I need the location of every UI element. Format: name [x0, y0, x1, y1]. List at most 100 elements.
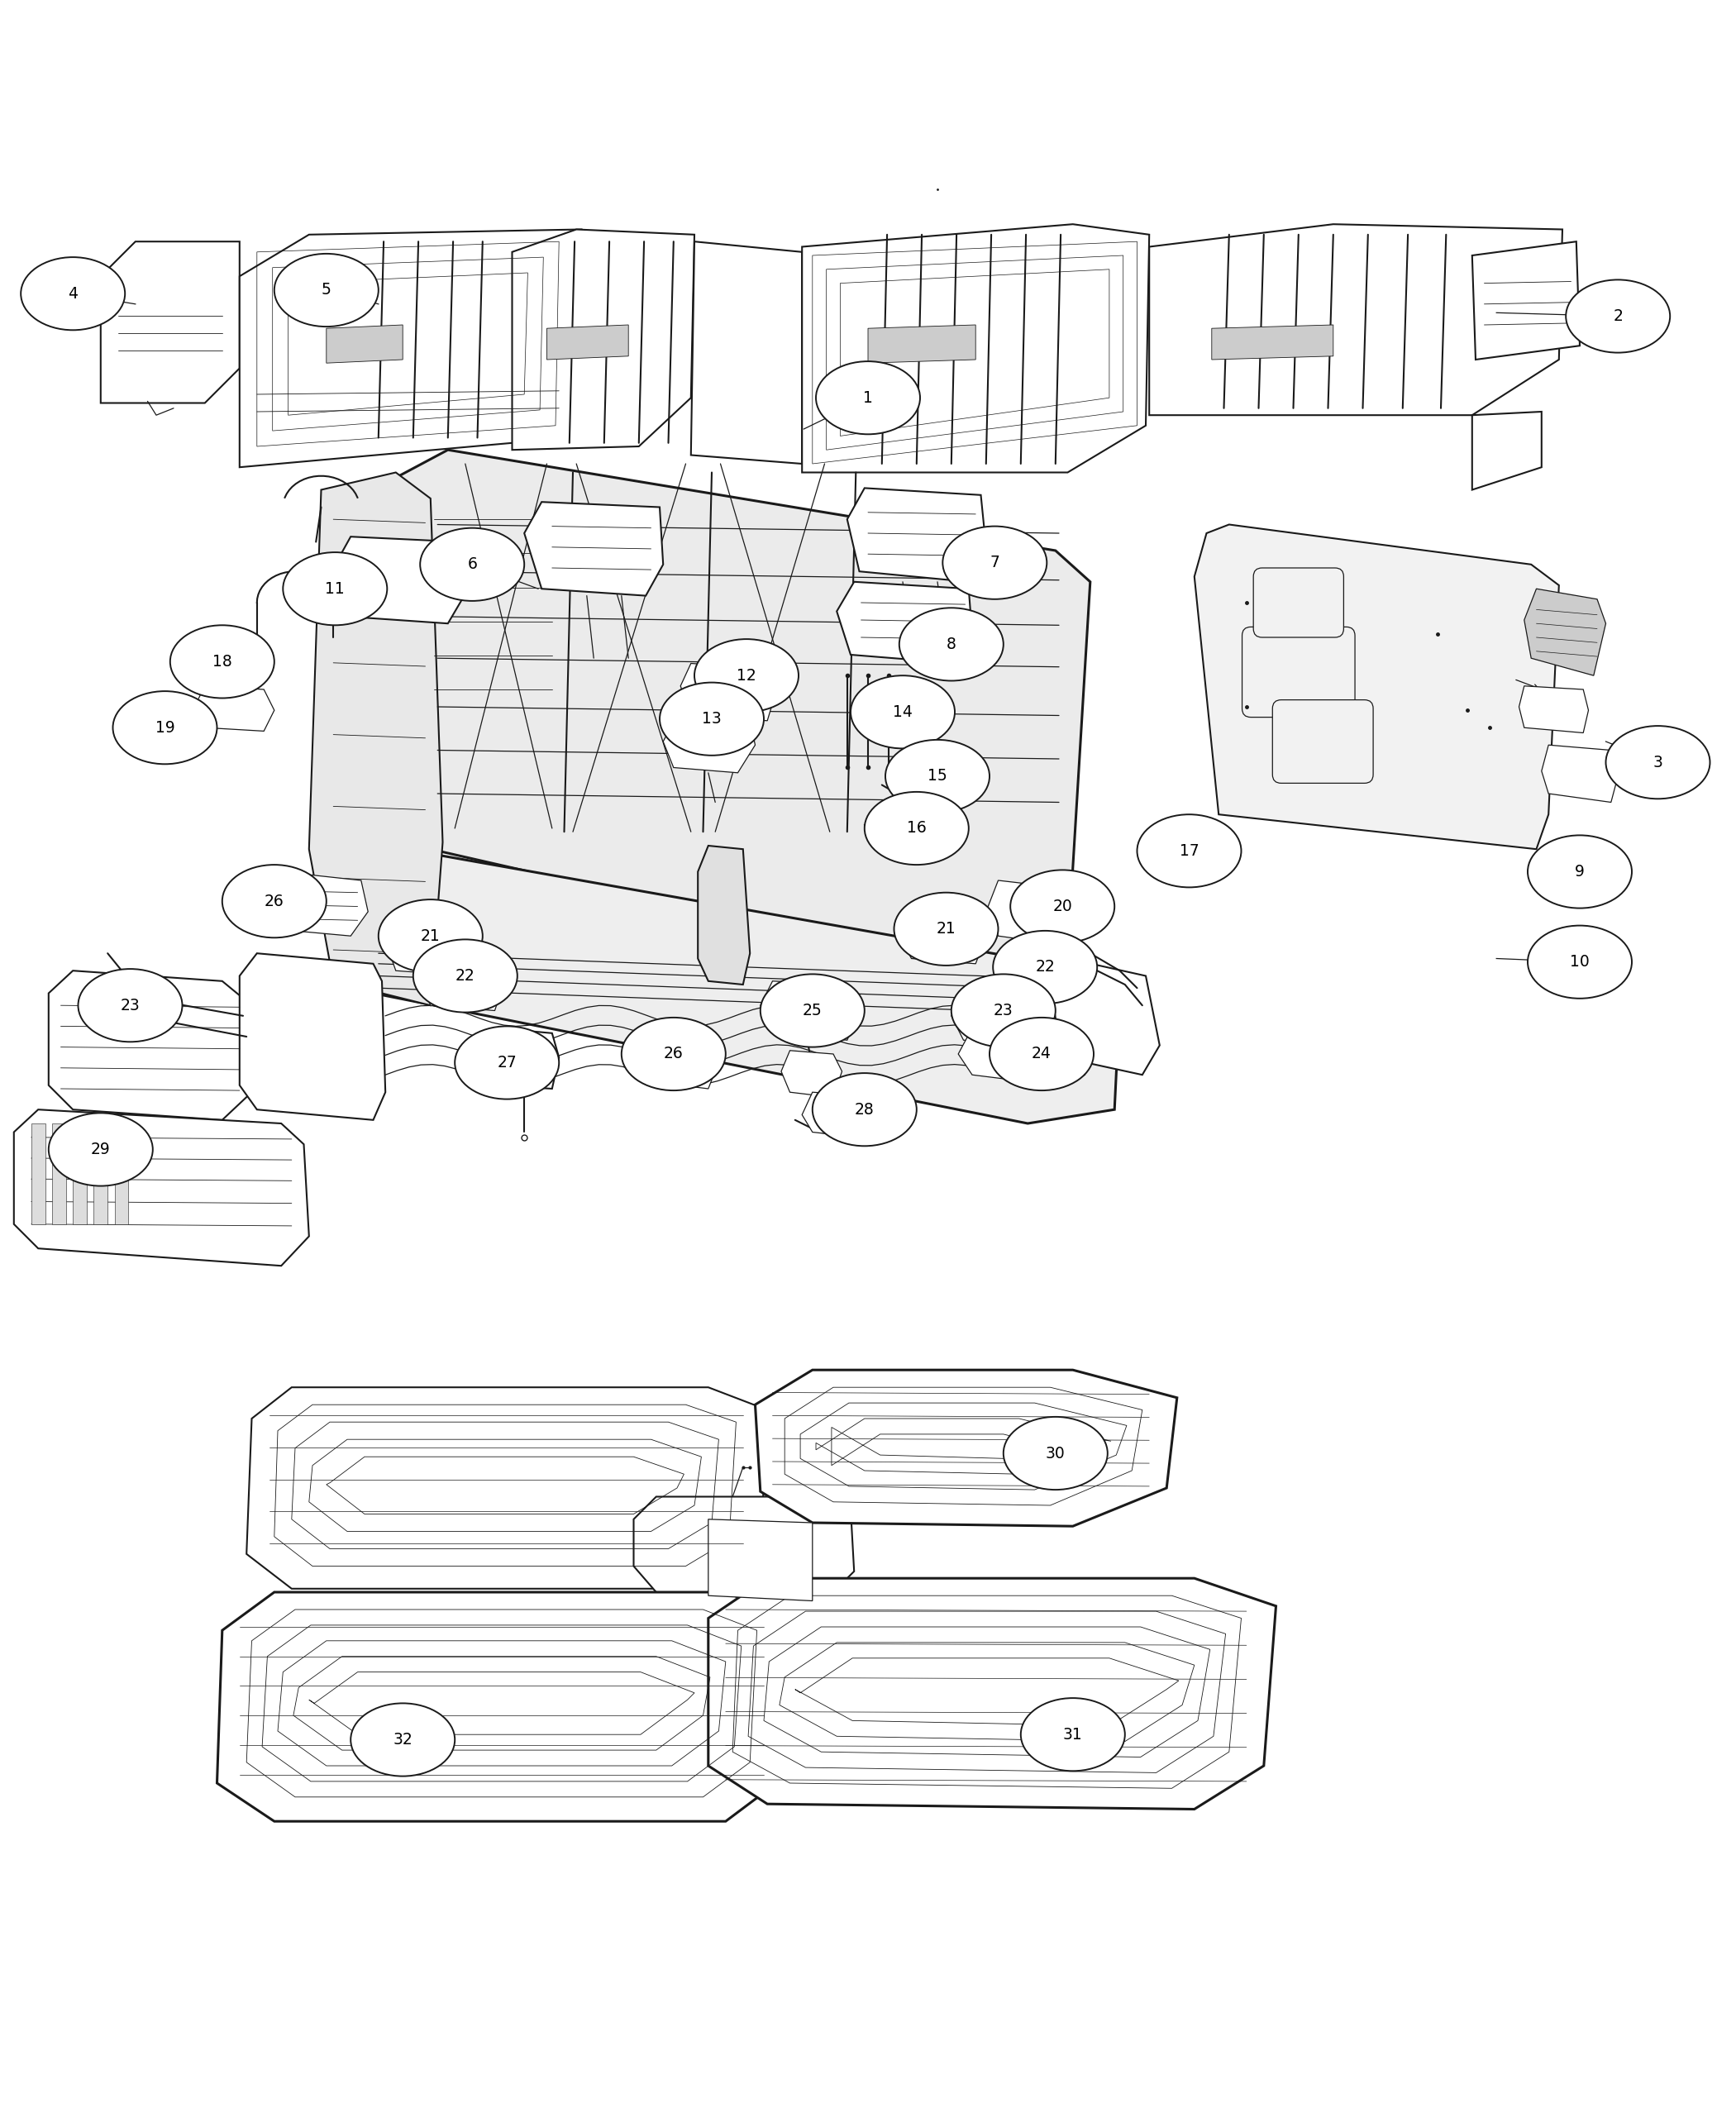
Ellipse shape — [283, 552, 387, 626]
Polygon shape — [760, 980, 859, 1039]
FancyBboxPatch shape — [1243, 626, 1354, 717]
Ellipse shape — [455, 1027, 559, 1098]
Polygon shape — [486, 1029, 559, 1088]
Ellipse shape — [113, 691, 217, 763]
Ellipse shape — [78, 970, 182, 1041]
Text: 18: 18 — [212, 653, 233, 670]
Polygon shape — [1050, 959, 1160, 1075]
Text: 17: 17 — [1179, 843, 1200, 858]
Polygon shape — [1542, 744, 1618, 803]
Text: 26: 26 — [663, 1046, 684, 1062]
Polygon shape — [628, 1029, 720, 1088]
Text: 1: 1 — [863, 390, 873, 405]
Ellipse shape — [21, 257, 125, 331]
Polygon shape — [326, 325, 403, 363]
Polygon shape — [708, 1520, 812, 1600]
FancyBboxPatch shape — [1253, 567, 1344, 637]
Ellipse shape — [1606, 725, 1710, 799]
Ellipse shape — [1528, 835, 1632, 909]
Polygon shape — [115, 1124, 128, 1225]
Polygon shape — [240, 230, 582, 468]
Text: 22: 22 — [455, 968, 476, 984]
Text: 7: 7 — [990, 554, 1000, 571]
Ellipse shape — [420, 527, 524, 601]
Text: 22: 22 — [1035, 959, 1055, 976]
Ellipse shape — [378, 900, 483, 972]
Ellipse shape — [1021, 1699, 1125, 1771]
Ellipse shape — [222, 864, 326, 938]
Polygon shape — [524, 502, 663, 597]
Polygon shape — [31, 1124, 45, 1225]
Polygon shape — [425, 502, 559, 715]
Ellipse shape — [865, 793, 969, 864]
Polygon shape — [1472, 242, 1580, 360]
Polygon shape — [73, 1124, 87, 1225]
Polygon shape — [1149, 223, 1562, 415]
Text: 14: 14 — [892, 704, 913, 719]
Polygon shape — [1472, 411, 1542, 489]
Ellipse shape — [274, 253, 378, 327]
Polygon shape — [339, 845, 1120, 1124]
Text: 13: 13 — [701, 710, 722, 727]
Polygon shape — [52, 1124, 66, 1225]
Ellipse shape — [1528, 925, 1632, 999]
Text: 4: 4 — [68, 287, 78, 301]
Polygon shape — [94, 1124, 108, 1225]
Polygon shape — [101, 242, 240, 403]
Polygon shape — [691, 242, 802, 464]
Text: 6: 6 — [467, 557, 477, 571]
Polygon shape — [868, 325, 976, 363]
Ellipse shape — [990, 1018, 1094, 1090]
Polygon shape — [802, 223, 1149, 472]
Text: 3: 3 — [1653, 755, 1663, 769]
Text: 26: 26 — [264, 894, 285, 909]
Polygon shape — [547, 325, 628, 360]
Polygon shape — [986, 881, 1085, 946]
Text: 23: 23 — [993, 1003, 1014, 1018]
Polygon shape — [333, 538, 465, 624]
Ellipse shape — [894, 892, 998, 965]
Text: 28: 28 — [854, 1102, 875, 1117]
Ellipse shape — [760, 974, 865, 1048]
Polygon shape — [385, 449, 1090, 976]
Ellipse shape — [1566, 280, 1670, 352]
Ellipse shape — [851, 675, 955, 748]
Ellipse shape — [170, 626, 274, 698]
Text: 9: 9 — [1575, 864, 1585, 879]
Ellipse shape — [1010, 871, 1115, 942]
Text: 21: 21 — [936, 921, 957, 936]
Polygon shape — [681, 664, 778, 721]
Polygon shape — [217, 1592, 790, 1821]
Ellipse shape — [413, 940, 517, 1012]
Text: 16: 16 — [906, 820, 927, 837]
Text: 11: 11 — [325, 582, 345, 597]
Polygon shape — [698, 845, 750, 984]
Polygon shape — [309, 472, 443, 1006]
Text: 23: 23 — [120, 997, 141, 1014]
Ellipse shape — [1137, 814, 1241, 887]
Polygon shape — [385, 911, 472, 976]
Polygon shape — [951, 989, 1042, 1046]
Text: 19: 19 — [155, 719, 175, 736]
Text: 31: 31 — [1062, 1726, 1083, 1743]
Text: 5: 5 — [321, 282, 332, 297]
Text: 20: 20 — [1052, 898, 1073, 915]
Polygon shape — [781, 1050, 842, 1098]
Ellipse shape — [660, 683, 764, 755]
Ellipse shape — [816, 360, 920, 434]
Ellipse shape — [993, 932, 1097, 1003]
Ellipse shape — [621, 1018, 726, 1090]
Ellipse shape — [1003, 1417, 1108, 1490]
Polygon shape — [264, 873, 368, 936]
Polygon shape — [240, 953, 385, 1119]
Ellipse shape — [694, 639, 799, 713]
Polygon shape — [755, 1370, 1177, 1526]
Ellipse shape — [885, 740, 990, 814]
Text: 27: 27 — [496, 1054, 517, 1071]
Polygon shape — [1212, 325, 1333, 360]
Polygon shape — [1194, 525, 1559, 850]
Text: 12: 12 — [736, 668, 757, 683]
Polygon shape — [708, 1579, 1276, 1809]
Polygon shape — [49, 970, 252, 1119]
Polygon shape — [958, 1029, 1068, 1086]
